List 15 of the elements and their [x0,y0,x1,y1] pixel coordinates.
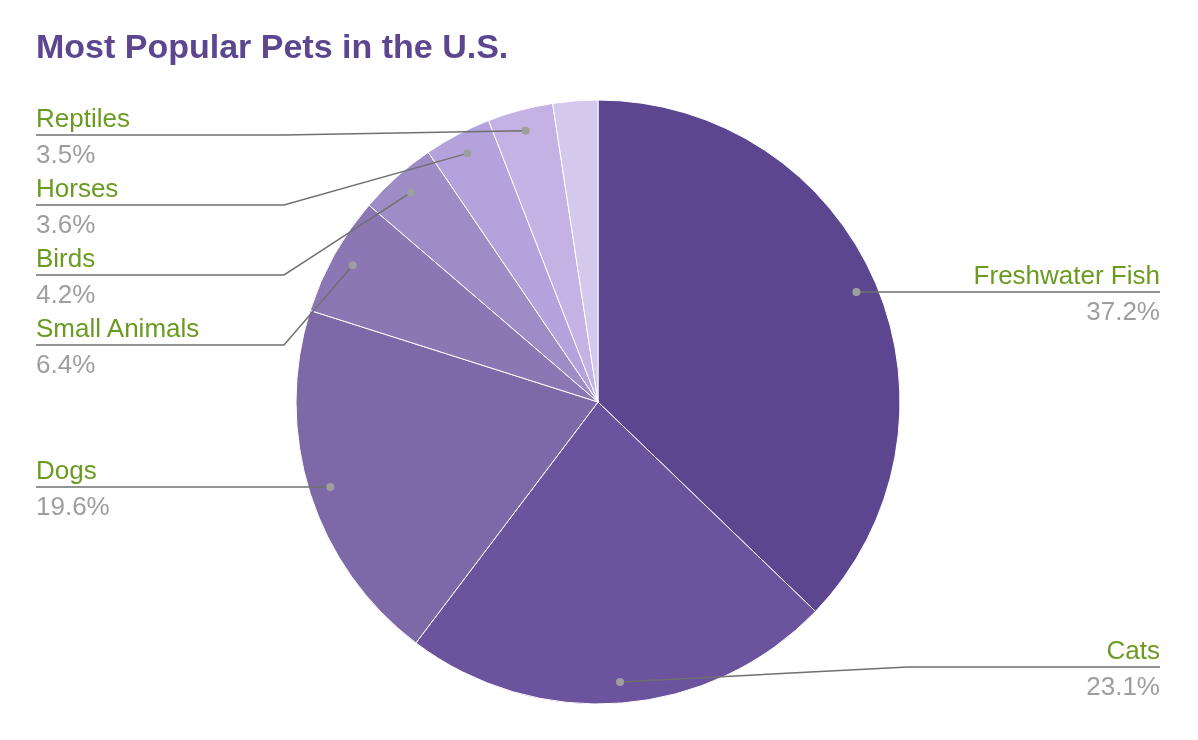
slice-label: Dogs [36,455,97,486]
slice-label: Reptiles [36,103,130,133]
data-label: 3.6% [36,209,96,239]
slice-label: Horses [36,173,119,203]
data-label: 6.4% [36,349,96,379]
slice-label: Cats [1106,635,1160,665]
data-label: 19.6% [36,491,110,522]
slice-label: Freshwater Fish [973,260,1160,291]
chart-title: Most Popular Pets in the U.S. [36,27,509,65]
data-label: 37.2% [1086,296,1160,327]
data-label: 4.2% [36,279,96,309]
data-label: 23.1% [1086,671,1160,701]
slice-label: Birds [36,243,96,273]
data-label: 3.5% [36,139,96,169]
slice-label: Small Animals [36,313,200,343]
